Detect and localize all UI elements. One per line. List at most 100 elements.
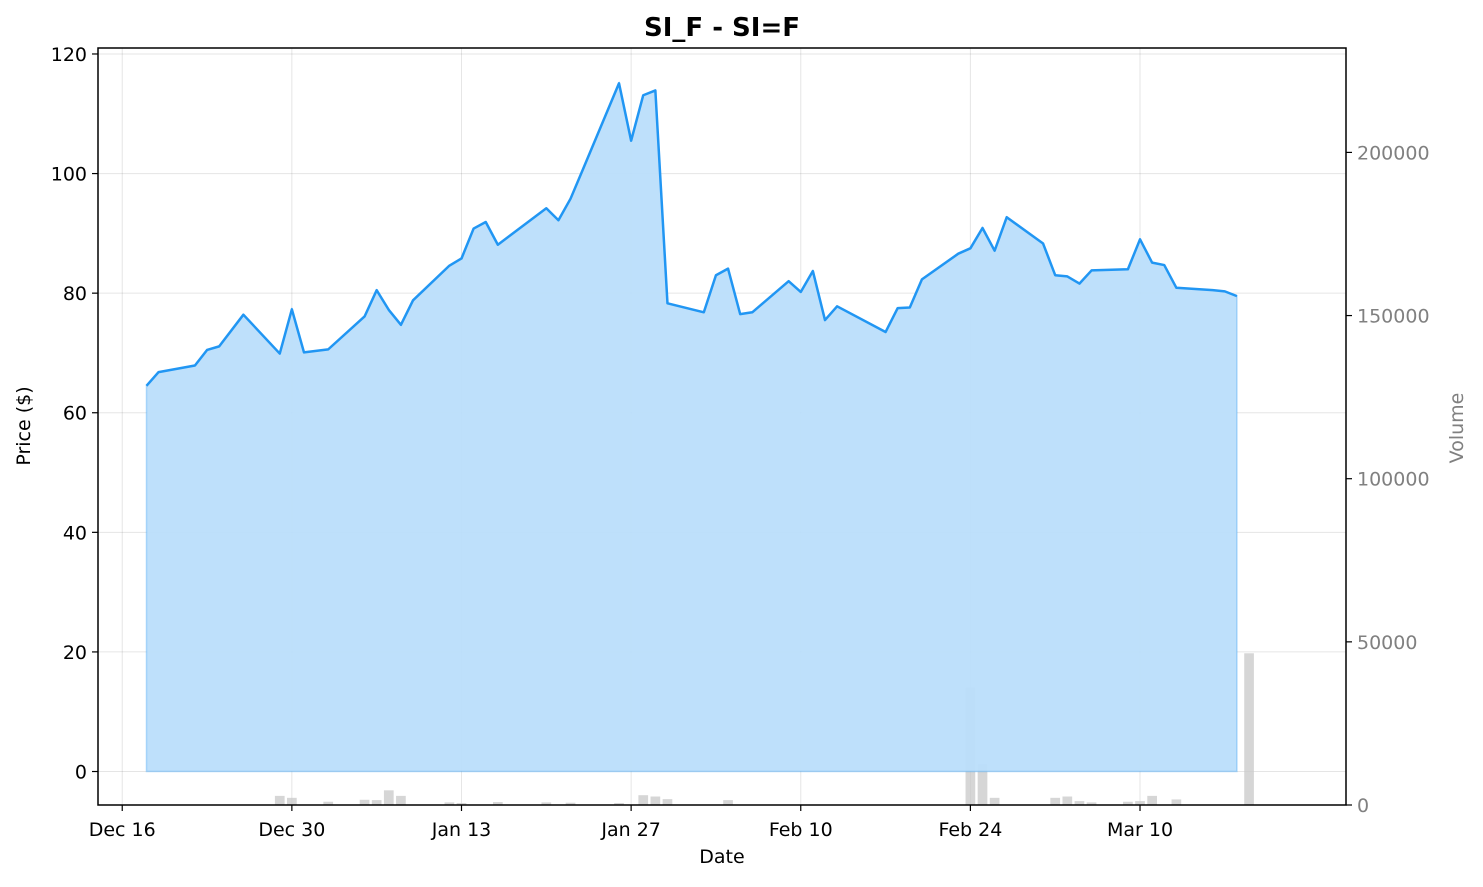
price-point <box>799 290 803 294</box>
price-point <box>750 310 754 314</box>
price-point <box>714 273 718 277</box>
y-tick-label: 0 <box>75 762 87 784</box>
price-point <box>835 304 839 308</box>
volume-bar <box>1086 802 1097 805</box>
volume-bar <box>492 802 503 805</box>
volume-bar <box>541 802 552 805</box>
price-point <box>472 227 476 231</box>
price-point <box>363 314 367 318</box>
price-point <box>1235 294 1239 298</box>
price-point <box>811 269 815 273</box>
price-point <box>738 312 742 316</box>
y2-tick-label: 200000 <box>1357 142 1430 164</box>
y-tick-label: 40 <box>63 522 87 544</box>
price-point <box>157 370 161 374</box>
y2-tick-label: 100000 <box>1357 469 1430 491</box>
volume-bar <box>989 797 1000 805</box>
volume-bar <box>1062 796 1073 805</box>
price-point <box>1005 215 1009 219</box>
x-tick-label: Dec 30 <box>258 819 325 841</box>
price-point <box>641 93 645 97</box>
axes: 0 20 40 60 80 100 120 0 50000 100000 150000 200000 D… <box>51 44 1430 841</box>
price-point <box>581 168 585 172</box>
volume-bar <box>1050 797 1061 805</box>
price-point <box>653 88 657 92</box>
price-point <box>1211 288 1215 292</box>
y2-tick-label: 150000 <box>1357 306 1430 328</box>
price-point <box>326 347 330 351</box>
price-point <box>1053 273 1057 277</box>
price-point <box>981 226 985 230</box>
price-point <box>884 330 888 334</box>
price-point <box>629 139 633 143</box>
price-point <box>823 318 827 322</box>
y-axis-label: Price ($) <box>13 386 35 465</box>
price-point <box>278 352 282 356</box>
plot-frame <box>97 47 1347 806</box>
volume-bar <box>396 795 406 805</box>
price-point <box>968 246 972 250</box>
volume-bar <box>1244 653 1254 805</box>
price-point <box>726 267 730 271</box>
volume-bar <box>444 802 455 805</box>
price-line <box>145 82 1238 387</box>
y2-tick-label: 50000 <box>1357 632 1417 654</box>
volume-bar <box>274 795 285 805</box>
price-point <box>1126 267 1130 271</box>
price-point <box>302 350 306 354</box>
price-point <box>896 306 900 310</box>
volume-bar <box>662 799 673 805</box>
price-point <box>665 301 669 305</box>
price-point <box>956 252 960 256</box>
x-tick-label: Mar 10 <box>1107 819 1173 841</box>
price-point <box>205 348 209 352</box>
volume-bar <box>1123 801 1133 805</box>
price-point <box>1077 282 1081 286</box>
volume-bar <box>977 764 988 805</box>
volume-bar <box>456 803 467 805</box>
price-point <box>411 298 415 302</box>
volume-bar <box>287 797 297 805</box>
y2-axis-label: Volume <box>1446 393 1468 464</box>
price-point <box>787 279 791 283</box>
x-tick-label: Jan 27 <box>600 819 661 841</box>
price-point <box>1065 274 1069 278</box>
y-tick-label: 80 <box>63 283 87 305</box>
price-point <box>387 308 391 312</box>
price-point <box>1090 268 1094 272</box>
volume-bar <box>1147 795 1157 805</box>
price-point <box>193 364 197 368</box>
price-point <box>1223 289 1227 293</box>
volume-bar <box>371 800 382 805</box>
volume-bar <box>565 802 576 805</box>
price-area-layer <box>145 80 1239 773</box>
price-point <box>447 264 451 268</box>
price-point <box>484 220 488 224</box>
price-point <box>1138 237 1142 241</box>
x-tick-label: Feb 24 <box>938 819 1002 841</box>
price-point <box>920 277 924 281</box>
y-tick-label: 120 <box>51 44 87 66</box>
price-point <box>556 218 560 222</box>
price-point <box>569 197 573 201</box>
y2-tick-label: 0 <box>1357 795 1369 817</box>
volume-bar <box>359 799 370 805</box>
volume-bar <box>323 801 334 805</box>
price-point <box>993 249 997 253</box>
y-tick-label: 100 <box>51 164 87 186</box>
x-tick-label: Dec 16 <box>89 819 156 841</box>
volume-bar <box>1135 801 1145 805</box>
x-axis-label: Date <box>699 846 744 868</box>
chart-title: SI_F - SI=F <box>644 13 800 43</box>
x-tick-label: Jan 13 <box>431 819 492 841</box>
price-point <box>459 256 463 260</box>
price-point <box>617 81 621 85</box>
price-point <box>375 288 379 292</box>
price-point <box>496 243 500 247</box>
price-point <box>290 307 294 311</box>
y-tick-label: 20 <box>63 642 87 664</box>
volume-bar <box>1171 799 1182 805</box>
volume-bar <box>723 800 733 805</box>
price-point <box>217 344 221 348</box>
